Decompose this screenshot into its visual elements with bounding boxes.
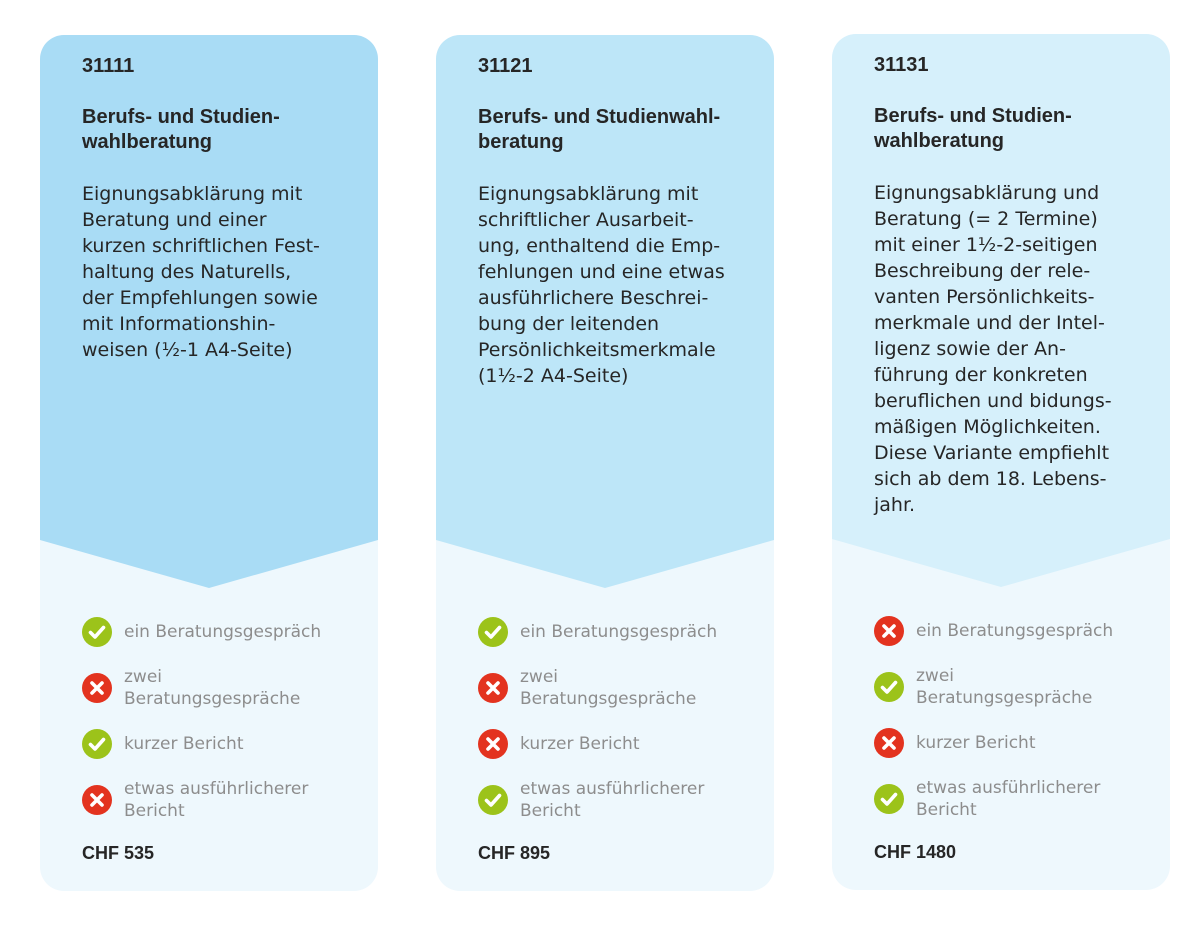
feature-label: kurzer Bericht — [916, 733, 1036, 753]
card-header-panel — [832, 34, 1170, 587]
pricing-card-31131: 31131 Berufs- und Studien- wahlberatung Ei… — [832, 34, 1170, 890]
card-code: 31121 — [478, 55, 533, 77]
check-icon — [874, 784, 904, 814]
check-icon — [82, 729, 112, 759]
check-icon — [478, 785, 508, 815]
feature-item: zwei Beratungsgespräche — [478, 664, 768, 712]
cross-icon — [82, 785, 112, 815]
card-description: Eignungsabklärung und Beratung (= 2 Term… — [874, 182, 1112, 516]
card-price: CHF 895 — [478, 843, 551, 863]
card-code: 31111 — [82, 55, 135, 77]
check-icon — [874, 672, 904, 702]
pricing-card-31111: 31111 Berufs- und Studien- wahlberatung Ei… — [40, 35, 378, 891]
feature-item: etwas ausführlicherer Bericht — [82, 776, 372, 824]
cross-icon — [874, 616, 904, 646]
card-description: Eignungsabklärung mit Beratung und einer… — [82, 183, 320, 361]
card-title: Berufs- und Studien- wahlberatung — [874, 105, 1072, 152]
card-title: Berufs- und Studienwahl- beratung — [478, 106, 721, 153]
check-icon — [478, 617, 508, 647]
feature-list: ein Beratungsgespräch zwei Beratungsgespr… — [82, 608, 372, 832]
feature-label: etwas ausführlicherer Bericht — [520, 779, 705, 821]
card-price: CHF 1480 — [874, 842, 957, 862]
card-description: Eignungsabklärung mit schriftlicher Ausa… — [478, 183, 725, 387]
feature-item: etwas ausführlicherer Bericht — [478, 776, 768, 824]
card-header-panel — [40, 35, 378, 588]
feature-item: ein Beratungsgespräch — [478, 608, 768, 656]
cross-icon — [478, 673, 508, 703]
cross-icon — [478, 729, 508, 759]
feature-item: zwei Beratungsgespräche — [874, 663, 1164, 711]
feature-label: kurzer Bericht — [520, 734, 640, 754]
feature-label: ein Beratungsgespräch — [916, 621, 1114, 641]
feature-item: kurzer Bericht — [82, 720, 372, 768]
feature-list: ein Beratungsgespräch zwei Beratungsgespr… — [478, 608, 768, 832]
card-code: 31131 — [874, 54, 929, 76]
feature-item: ein Beratungsgespräch — [874, 607, 1164, 655]
feature-label: etwas ausführlicherer Bericht — [916, 778, 1101, 820]
feature-item: zwei Beratungsgespräche — [82, 664, 372, 712]
feature-list: ein Beratungsgespräch zwei Beratungsgespr… — [874, 607, 1164, 831]
feature-label: zwei Beratungsgespräche — [520, 667, 697, 709]
feature-label: ein Beratungsgespräch — [520, 622, 718, 642]
cross-icon — [82, 673, 112, 703]
check-icon — [82, 617, 112, 647]
feature-item: kurzer Bericht — [478, 720, 768, 768]
feature-item: ein Beratungsgespräch — [82, 608, 372, 656]
feature-item: etwas ausführlicherer Bericht — [874, 775, 1164, 823]
feature-label: zwei Beratungsgespräche — [124, 667, 301, 709]
feature-item: kurzer Bericht — [874, 719, 1164, 767]
feature-label: etwas ausführlicherer Bericht — [124, 779, 309, 821]
feature-label: ein Beratungsgespräch — [124, 622, 322, 642]
card-title: Berufs- und Studien- wahlberatung — [82, 106, 280, 153]
feature-label: zwei Beratungsgespräche — [916, 666, 1093, 708]
cross-icon — [874, 728, 904, 758]
card-header-panel — [436, 35, 774, 588]
card-price: CHF 535 — [82, 843, 155, 863]
pricing-card-31121: 31121 Berufs- und Studienwahl- beratung Ei… — [436, 35, 774, 891]
feature-label: kurzer Bericht — [124, 734, 244, 754]
